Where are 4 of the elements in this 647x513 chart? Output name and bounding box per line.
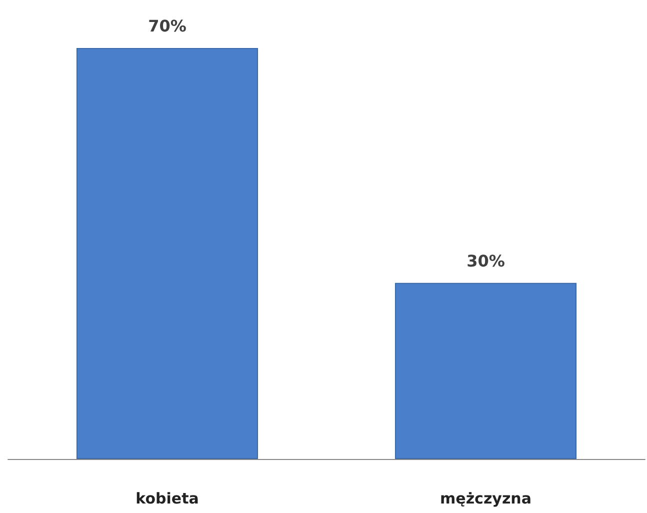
- x-tick-label: kobieta: [136, 490, 199, 508]
- data-label: 70%: [148, 16, 186, 36]
- data-label: 30%: [466, 251, 505, 270]
- x-tick-label: mężczyzna: [440, 490, 532, 508]
